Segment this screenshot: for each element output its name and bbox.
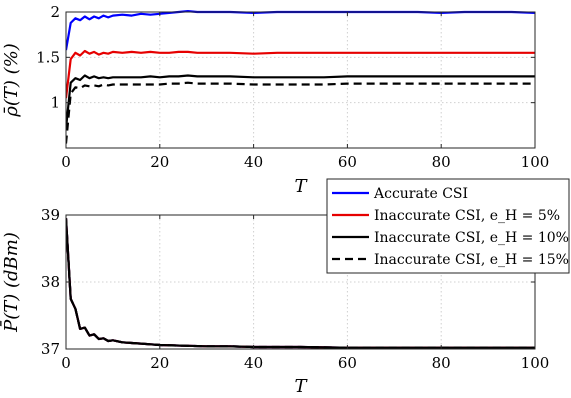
x-tick-label: 100 bbox=[521, 354, 550, 372]
series-line-3 bbox=[66, 74, 535, 129]
bottom-chart-panel: 0 20 40 60 80 100 37 38 39 T P̄(T) (dBm) bbox=[0, 206, 549, 397]
y-tick-label: 38 bbox=[41, 273, 60, 291]
y-tick-label: 1.5 bbox=[36, 48, 60, 66]
legend-entry-label: Accurate CSI bbox=[373, 186, 468, 202]
y-tick-label: 37 bbox=[41, 340, 60, 358]
x-tick-label: 0 bbox=[61, 153, 71, 171]
top-chart-panel: 0 20 40 60 80 100 1 1.5 2 Tρ̄(T) (%) bbox=[1, 3, 549, 197]
legend-entry-label: Inaccurate CSI, e_H = 5% bbox=[374, 208, 560, 224]
legend-entry-label: Inaccurate CSI, e_H = 15% bbox=[374, 252, 569, 268]
y-tick-label: 39 bbox=[41, 206, 60, 224]
series-line-2 bbox=[66, 49, 535, 99]
axes-frame bbox=[65, 11, 536, 149]
y-tick-label: 1 bbox=[50, 94, 60, 112]
y-axis-label: P̄(T) (dBm) bbox=[0, 232, 22, 333]
x-tick-label: 40 bbox=[244, 354, 263, 372]
x-tick-label: 20 bbox=[150, 354, 169, 372]
series-line-4 bbox=[66, 218, 535, 349]
y-axis-label: ρ̄(T) (%) bbox=[1, 43, 22, 118]
x-tick-label: 20 bbox=[150, 153, 169, 171]
x-tick-label: 100 bbox=[521, 153, 550, 171]
legend-entry-label: Inaccurate CSI, e_H = 10% bbox=[374, 230, 569, 246]
legend: Accurate CSI Inaccurate CSI, e_H = 5% Inac… bbox=[326, 178, 570, 274]
x-tick-label: 0 bbox=[61, 354, 71, 372]
legend-box bbox=[326, 178, 570, 274]
x-axis-label: T bbox=[294, 176, 308, 197]
series-line-1 bbox=[66, 10, 535, 51]
x-tick-label: 80 bbox=[432, 153, 451, 171]
series-line-4 bbox=[66, 81, 535, 144]
x-tick-label: 40 bbox=[244, 153, 263, 171]
x-axis-label: T bbox=[294, 376, 308, 397]
x-tick-label: 60 bbox=[338, 153, 357, 171]
x-tick-label: 80 bbox=[432, 354, 451, 372]
y-tick-label: 2 bbox=[50, 3, 60, 21]
x-tick-label: 60 bbox=[338, 354, 357, 372]
